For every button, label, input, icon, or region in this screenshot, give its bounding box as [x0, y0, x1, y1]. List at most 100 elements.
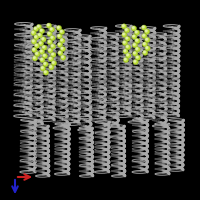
Circle shape — [124, 50, 126, 52]
Circle shape — [32, 47, 37, 53]
Circle shape — [135, 38, 140, 44]
Circle shape — [37, 33, 43, 38]
Circle shape — [132, 27, 134, 29]
Circle shape — [135, 31, 137, 33]
Circle shape — [142, 42, 148, 47]
Circle shape — [61, 47, 63, 49]
Circle shape — [41, 67, 43, 69]
Circle shape — [143, 34, 145, 36]
Circle shape — [48, 56, 54, 62]
Circle shape — [136, 39, 138, 41]
Circle shape — [58, 43, 60, 45]
Circle shape — [145, 37, 150, 43]
Circle shape — [144, 29, 150, 34]
Circle shape — [127, 54, 129, 56]
Circle shape — [61, 39, 63, 41]
Circle shape — [146, 47, 148, 49]
Circle shape — [51, 61, 57, 66]
Circle shape — [51, 36, 53, 38]
Circle shape — [133, 59, 138, 65]
Circle shape — [121, 24, 127, 29]
Circle shape — [34, 43, 40, 48]
Circle shape — [134, 60, 136, 62]
Circle shape — [123, 41, 125, 43]
Circle shape — [61, 56, 63, 58]
Circle shape — [42, 38, 44, 40]
Circle shape — [122, 40, 128, 46]
Circle shape — [48, 40, 50, 42]
Circle shape — [49, 65, 54, 70]
Circle shape — [57, 42, 63, 47]
Circle shape — [135, 47, 140, 52]
Circle shape — [35, 52, 40, 57]
Circle shape — [126, 37, 128, 39]
Circle shape — [132, 34, 137, 39]
Circle shape — [38, 41, 44, 46]
Circle shape — [47, 31, 52, 37]
Circle shape — [143, 51, 145, 53]
Circle shape — [32, 31, 34, 33]
Circle shape — [122, 32, 127, 37]
Circle shape — [31, 39, 37, 44]
Circle shape — [132, 43, 138, 48]
Circle shape — [133, 35, 135, 37]
Circle shape — [52, 61, 54, 63]
Circle shape — [36, 52, 38, 54]
Circle shape — [126, 45, 128, 47]
Circle shape — [126, 53, 131, 58]
Circle shape — [50, 35, 55, 41]
Circle shape — [125, 29, 127, 31]
Circle shape — [35, 44, 37, 46]
Circle shape — [142, 26, 144, 28]
Circle shape — [57, 26, 59, 28]
Circle shape — [59, 29, 65, 35]
Circle shape — [32, 56, 38, 61]
Circle shape — [123, 49, 128, 54]
Circle shape — [123, 57, 129, 63]
Circle shape — [123, 33, 125, 35]
Circle shape — [136, 56, 138, 58]
Circle shape — [141, 25, 147, 30]
Circle shape — [58, 35, 60, 37]
Circle shape — [43, 46, 45, 48]
Circle shape — [51, 52, 56, 57]
Circle shape — [35, 36, 37, 38]
Circle shape — [43, 54, 45, 56]
Circle shape — [43, 62, 48, 67]
Circle shape — [52, 53, 54, 55]
Circle shape — [33, 48, 35, 50]
Circle shape — [124, 58, 126, 60]
Circle shape — [34, 27, 36, 29]
Circle shape — [125, 36, 130, 41]
Circle shape — [146, 38, 148, 40]
Circle shape — [49, 27, 55, 32]
Circle shape — [60, 38, 65, 43]
Circle shape — [50, 66, 52, 68]
Circle shape — [145, 30, 147, 32]
Circle shape — [134, 30, 140, 35]
Circle shape — [143, 50, 148, 55]
Circle shape — [59, 51, 61, 53]
Circle shape — [41, 58, 43, 60]
Circle shape — [40, 29, 42, 31]
Circle shape — [131, 26, 137, 31]
Circle shape — [39, 42, 41, 44]
Circle shape — [37, 25, 39, 27]
Circle shape — [133, 43, 135, 45]
Circle shape — [33, 26, 39, 32]
Circle shape — [124, 28, 130, 33]
Circle shape — [136, 48, 138, 50]
Circle shape — [39, 49, 45, 54]
Circle shape — [44, 71, 46, 73]
Circle shape — [34, 35, 39, 40]
Circle shape — [42, 45, 47, 50]
Circle shape — [135, 55, 141, 60]
Circle shape — [57, 34, 62, 39]
Circle shape — [40, 57, 45, 63]
Circle shape — [44, 62, 46, 64]
Circle shape — [145, 46, 150, 51]
Circle shape — [48, 32, 50, 34]
Circle shape — [33, 57, 35, 59]
Circle shape — [133, 52, 135, 54]
Circle shape — [40, 50, 42, 52]
